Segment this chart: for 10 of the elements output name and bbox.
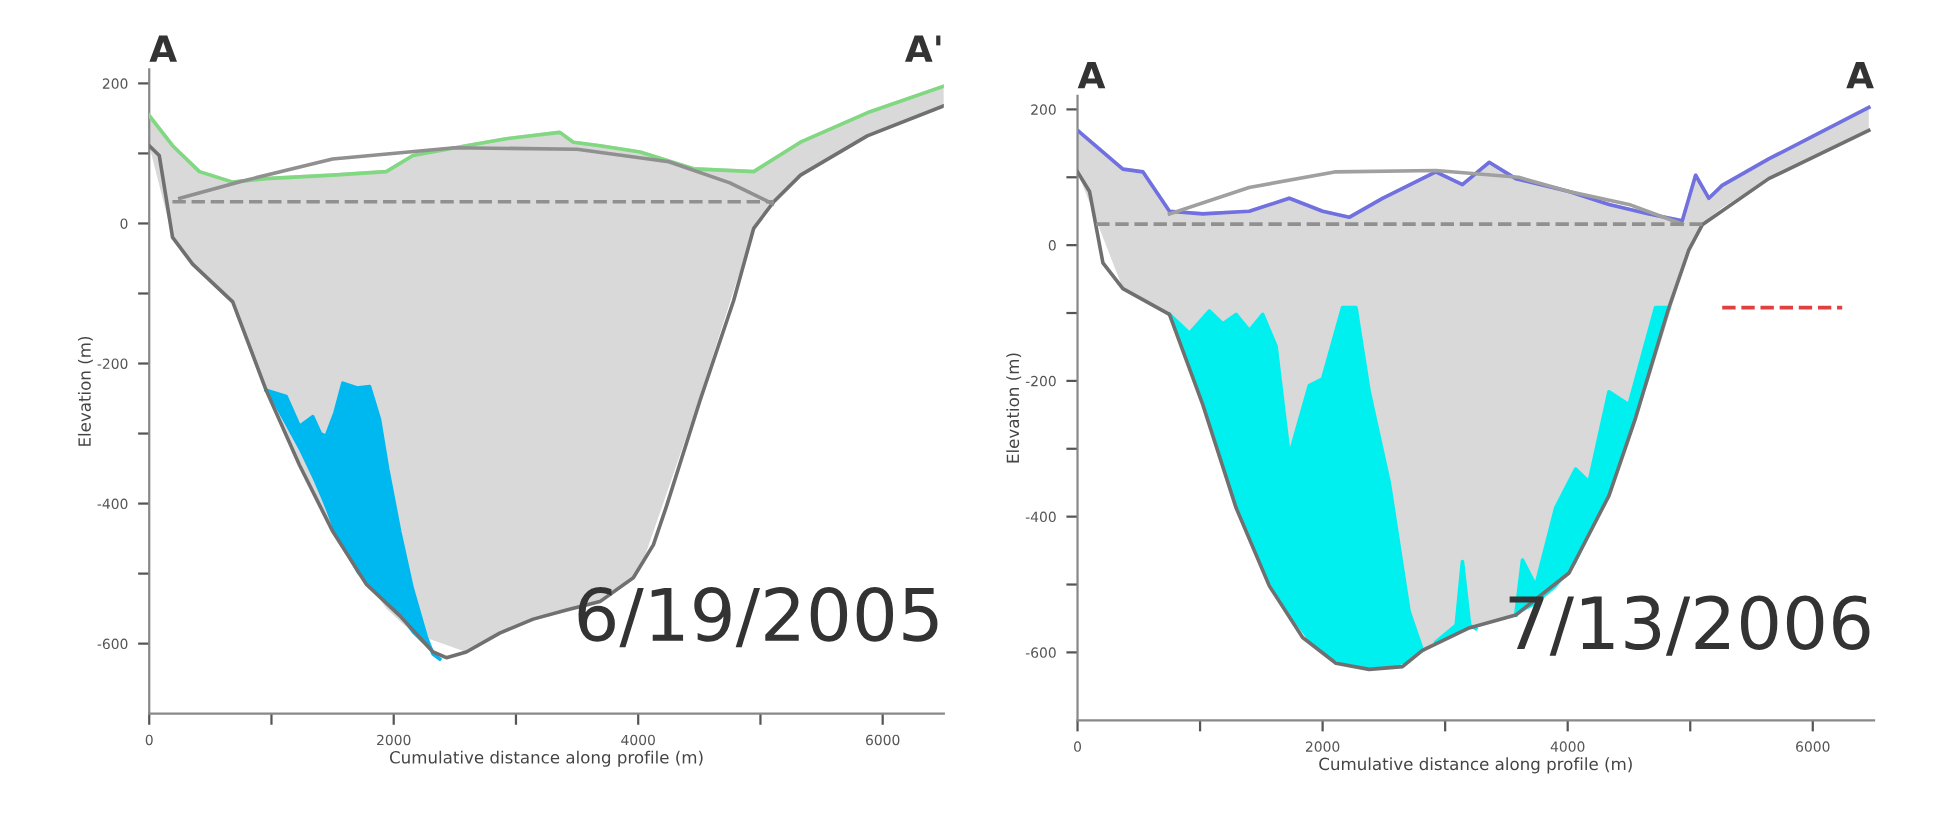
x-axis-title: Cumulative distance along profile (m) (1319, 757, 1632, 774)
text: A' (904, 35, 941, 62)
text: A (1846, 61, 1874, 89)
annotation: 6/19/2005 (578, 587, 938, 648)
x-axis-title: Cumulative distance along profile (m) (389, 750, 703, 767)
annotation: 7/13/2006 (1509, 595, 1870, 656)
y-axis-title: Elevation (m) (77, 336, 93, 446)
text: A (1077, 61, 1106, 89)
text: A (149, 35, 177, 62)
y-axis-title: Elevation (m) (1006, 353, 1022, 463)
